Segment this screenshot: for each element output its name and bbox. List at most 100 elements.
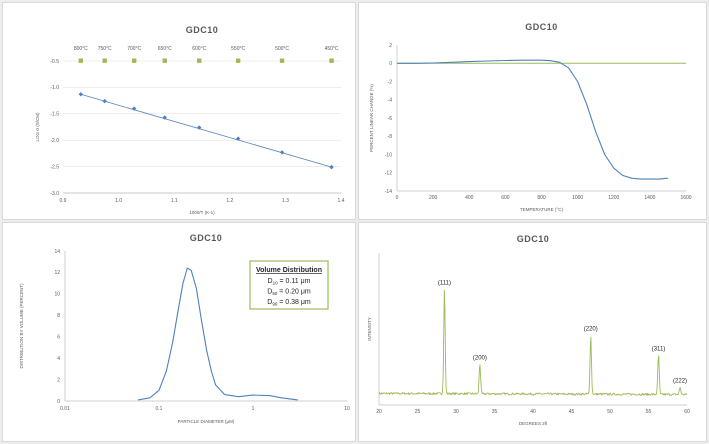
data-point [102,98,107,104]
y-tick-label: -1.0 [50,85,59,91]
chart-title: GDC10 [186,25,219,35]
shrinkage-curve [397,59,668,180]
y-tick-label: -0.5 [50,59,59,65]
x-tick-label: 1.2 [226,198,233,204]
x-tick-label: 1.3 [282,198,289,204]
y-tick-label: -2.5 [50,164,59,170]
x-tick-label: 55 [646,409,652,415]
x-tick-label: 20 [376,409,382,415]
peak-label: (200) [473,356,487,362]
temperature-label: 550°C [231,46,245,52]
x-tick-label: 60 [684,409,690,415]
y-tick-label: 2 [389,43,392,49]
x-tick-label: 1600 [680,195,691,201]
y-tick-label: -14 [385,189,392,195]
temperature-marker [197,58,202,63]
chart-title: GDC10 [190,233,223,243]
data-point [162,115,167,120]
x-tick-label: 1 [252,406,255,412]
y-tick-label: -2.0 [50,138,59,144]
y-axis-label: INTENSITY [367,317,372,341]
x-tick-label: 1200 [608,195,619,201]
y-axis-label: LOG σ (S/CM) [35,112,40,142]
x-tick-label: 0.9 [60,198,67,204]
diffraction-pattern [378,289,688,396]
data-point [235,136,241,141]
x-tick-label: 35 [492,409,498,415]
x-axis-label: 1000/T (K-1) [189,210,215,215]
temperature-marker [329,58,334,63]
y-axis-label: DISTRIBUTION BY VOLUME (PERCENT) [19,283,24,368]
temperature-marker [235,58,241,63]
x-tick-label: 1.0 [115,198,122,204]
temperature-label: 450°C [325,46,339,52]
chart-title: GDC10 [525,22,558,32]
dilatometry-chart: GDC10 2 0 -2 -4 -6 -8 -10 -12 -14 0 200 400 600 800 100… [369,22,692,212]
y-tick-label: 12 [54,270,60,276]
distribution-curve [138,267,298,401]
chart-panel-dilatometry: GDC10 2 0 -2 -4 -6 -8 -10 -12 -14 0 200 400 600 800 100… [358,2,707,220]
conductivity-chart: GDC10 -0.5 -1.0 -1.5 -2.0 -2.5 -3.00.9 1.0 1.1 1.… [35,25,345,215]
data-point [197,125,202,130]
x-tick-label: 45 [569,409,575,415]
temperature-marker [78,58,83,63]
temperature-label: 600°C [192,46,206,52]
x-tick-label: 10 [344,406,350,412]
x-tick-label: 0 [396,195,399,201]
temperature-marker [279,58,285,63]
x-tick-label: 1.4 [338,198,345,204]
y-tick-label: 2 [57,377,60,383]
temperature-label: 750°C [98,46,112,52]
y-tick-label: -2 [388,79,393,85]
x-tick-label: 40 [530,409,536,415]
x-tick-label: 600 [501,195,510,201]
chart-panel-conductivity: GDC10 -0.5 -1.0 -1.5 -2.0 -2.5 -3.0 0.9 1.0 1.1 1.… [2,2,356,220]
y-tick-label: -8 [388,134,393,140]
y-tick-label: 4 [57,356,60,362]
x-tick-label: 1400 [644,195,655,201]
y-tick-label: -12 [385,171,392,177]
y-tick-label: 0 [389,61,392,67]
volume-distribution-row: D50 = 0.20 μm [267,289,311,297]
y-axis-label: PERCENT LINEAR CHANGE (%) [369,84,374,152]
y-tick-label: -3.0 [50,191,59,197]
peak-label: (311) [652,346,666,352]
x-tick-label: 1.1 [171,198,178,204]
y-tick-label: 14 [54,249,60,255]
y-tick-label: 6 [57,335,60,341]
peak-label: (222) [673,379,687,385]
x-tick-label: 0.01 [60,406,70,412]
particle-size-chart: GDC10 0 2 4 6 8 10 12 14 0.01 0.1 1 10 PARTICLE DIAME… [19,233,350,424]
volume-distribution-row: D10 = 0.11 μm [268,278,311,286]
y-tick-label: 10 [54,292,60,298]
x-tick-label: 200 [429,195,438,201]
y-tick-label: 8 [57,313,60,319]
temperature-label: 800°C [74,46,88,52]
y-tick-label: -4 [388,98,393,104]
volume-distribution-row: D90 = 0.38 μm [267,299,311,307]
temperature-marker [131,58,137,63]
x-tick-label: 30 [453,409,459,415]
x-tick-label: 50 [607,409,613,415]
x-tick-label: 0.1 [156,406,163,412]
peak-label: (220) [584,327,598,333]
x-axis-label: TEMPERATURE (°C) [520,207,563,212]
temperature-label: 700°C [127,46,141,52]
data-point [279,150,285,155]
volume-distribution-box [249,260,329,310]
x-tick-label: 1000 [572,195,583,201]
y-tick-label: -1.5 [50,112,59,118]
chart-panel-xrd: GDC10 20 25 30 35 40 45 50 55 60 DEGREES 2θ INTENSI… [358,222,707,442]
x-tick-label: 800 [537,195,546,201]
data-point [78,92,83,97]
temperature-marker [162,58,167,63]
chart-panel-particle-size: GDC10 0 2 4 6 8 10 12 14 0.01 0.1 1 10 PARTICLE DIAME… [2,222,356,442]
xrd-chart: GDC10 20 25 30 35 40 45 50 55 60 DEGREES 2θ INTENSI… [367,234,690,426]
temperature-marker [102,58,107,63]
temperature-label: 650°C [158,46,172,52]
x-tick-label: 400 [465,195,474,201]
x-tick-label: 25 [415,409,421,415]
y-tick-label: -6 [388,116,393,122]
data-point [131,106,137,111]
x-axis-label: DEGREES 2θ [519,421,548,426]
